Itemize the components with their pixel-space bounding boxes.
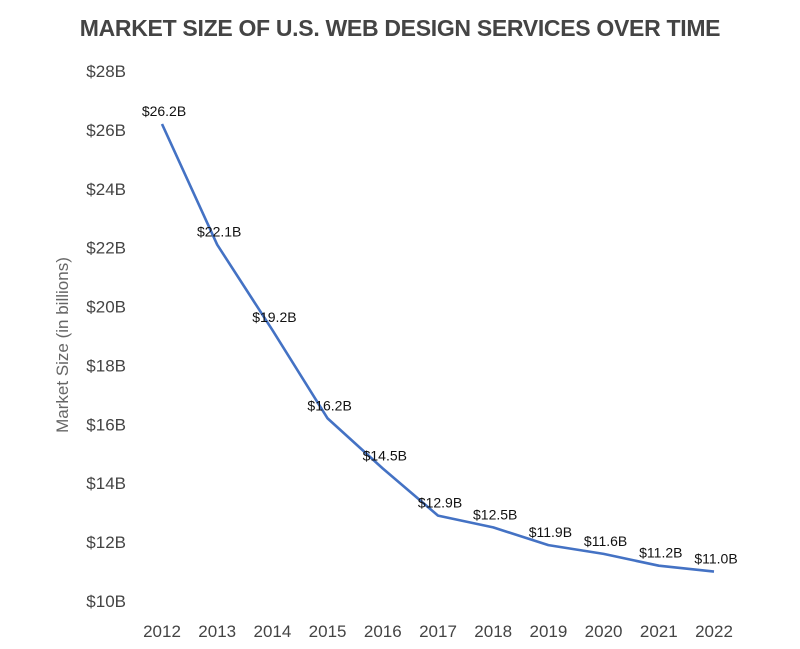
data-label: $11.6B [584,533,627,549]
y-axis-label: Market Size (in billions) [53,257,72,433]
y-tick-label: $12B [86,533,126,552]
chart-title: MARKET SIZE OF U.S. WEB DESIGN SERVICES … [80,15,720,41]
y-tick-label: $16B [86,415,126,434]
x-tick-label: 2014 [253,622,291,641]
data-label: $11.9B [529,524,572,540]
y-tick-label: $26B [86,121,126,140]
x-tick-label: 2018 [474,622,512,641]
x-tick-label: 2015 [309,622,347,641]
data-label: $19.2B [252,309,296,325]
x-tick-label: 2022 [695,622,733,641]
data-label: $16.2B [307,397,351,413]
x-tick-label: 2017 [419,622,457,641]
data-label: $12.5B [473,506,517,522]
data-label: $11.2B [639,545,682,561]
data-label: $26.2B [142,103,186,119]
y-axis: $28B $26B $24B $22B $20B $18B $16B $14B $12B $10B [86,62,126,611]
x-tick-label: 2013 [198,622,236,641]
x-tick-label: 2016 [364,622,402,641]
y-tick-label: $24B [86,180,126,199]
data-label: $12.9B [418,495,462,511]
x-axis: 2012 2013 2014 2015 2016 2017 2018 2019 2020 2021… [143,622,733,641]
x-tick-label: 2021 [640,622,678,641]
x-tick-label: 2019 [529,622,567,641]
data-label: $22.1B [197,224,241,240]
data-labels: $26.2B $22.1B $19.2B $16.2B $14.5B $12.9B $12.… [142,103,738,567]
y-tick-label: $22B [86,239,126,258]
y-tick-label: $14B [86,474,126,493]
y-tick-label: $28B [86,62,126,81]
series-market-size [160,123,715,573]
y-tick-label: $18B [86,356,126,375]
y-tick-label: $20B [86,298,126,317]
data-label: $14.5B [363,448,407,464]
series-line [160,123,715,573]
data-label: $11.0B [694,551,737,567]
y-tick-label: $10B [86,592,126,611]
x-tick-label: 2012 [143,622,181,641]
x-tick-label: 2020 [585,622,623,641]
